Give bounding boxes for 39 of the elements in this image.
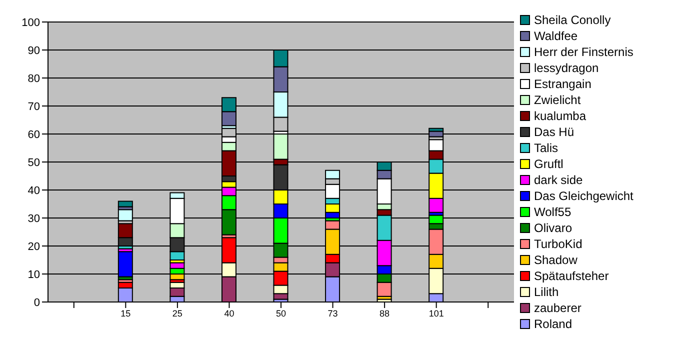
y-tick-label: 0 <box>34 296 40 309</box>
legend-label: Shadow <box>534 252 578 268</box>
x-tick-label: 15 <box>120 308 131 318</box>
x-tick-label: 101 <box>428 308 444 318</box>
legend-label: Wolf55 <box>534 204 572 220</box>
legend-label: Sheila Conolly <box>534 12 611 28</box>
legend-label: Spätaufsteher <box>534 268 609 284</box>
legend-label: Olivaro <box>534 220 572 236</box>
y-tick-label: 80 <box>28 72 40 85</box>
legend-label: Waldfee <box>534 28 578 44</box>
y-tick-label: 40 <box>28 184 40 197</box>
x-tick-label: 50 <box>276 308 286 318</box>
legend-label: Das Hü <box>534 124 574 140</box>
y-tick-label: 50 <box>28 156 40 169</box>
y-tick-label: 20 <box>28 240 40 253</box>
legend-label: Talis <box>534 140 558 156</box>
legend-label: Das Gleichgewicht <box>534 188 634 204</box>
y-tick-label: 90 <box>28 44 40 57</box>
legend-label: Lilith <box>534 284 559 300</box>
legend-label: lessydragon <box>534 60 599 76</box>
legend-label: Roland <box>534 316 572 332</box>
y-tick-label: 70 <box>28 100 40 113</box>
y-tick-label: 100 <box>22 16 40 29</box>
bar <box>118 200 133 208</box>
x-tick-label: 73 <box>328 308 338 318</box>
legend-label: TurboKid <box>534 236 582 252</box>
y-tick-label: 30 <box>28 212 40 225</box>
legend-label: zauberer <box>534 300 582 316</box>
x-tick-label: 40 <box>224 308 234 318</box>
x-tick-label: 88 <box>380 308 390 318</box>
x-tick-label: 25 <box>172 308 182 318</box>
legend-label: Herr der Finsternis <box>534 44 634 60</box>
legend-label: dark side <box>534 172 583 188</box>
legend-label: Zwielicht <box>534 92 581 108</box>
y-tick-label: 10 <box>28 268 40 281</box>
y-tick-label: 60 <box>28 128 40 141</box>
legend-label: Gruftl <box>534 156 564 172</box>
legend-label: kualumba <box>534 108 586 124</box>
legend-label: Estrangain <box>534 76 592 92</box>
